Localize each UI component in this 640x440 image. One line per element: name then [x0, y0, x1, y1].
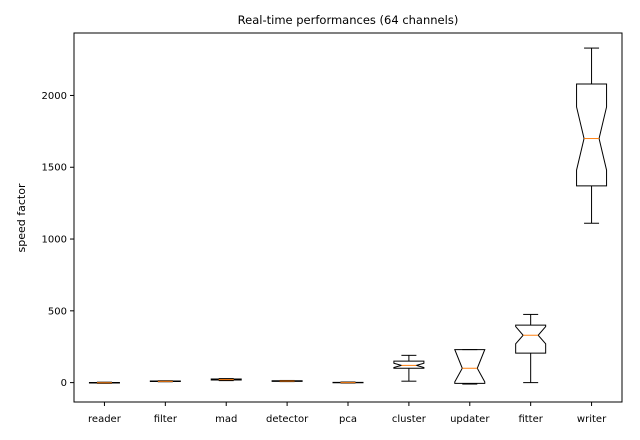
- x-tick-label: pca: [339, 414, 357, 425]
- x-tick-label: updater: [450, 414, 490, 425]
- x-tick-label: fitter: [518, 414, 543, 425]
- box-reader: [88, 381, 120, 384]
- y-tick-label: 1500: [42, 163, 67, 174]
- chart-title: Real-time performances (64 channels): [238, 13, 459, 27]
- y-axis-label: speed factor: [15, 183, 28, 252]
- x-tick-label: writer: [577, 414, 607, 425]
- box-fitter: [515, 324, 547, 354]
- x-tick-label: mad: [215, 414, 237, 425]
- y-tick-label: 500: [48, 306, 67, 317]
- plot-area: 0 500 1000 1500 2000 reader filter mad detector p…: [42, 47, 608, 425]
- box-mad: [210, 378, 242, 381]
- y-tick-label: 1000: [42, 235, 67, 246]
- x-tick-label: reader: [88, 414, 122, 425]
- y-tick-label: 2000: [42, 91, 67, 102]
- x-tick-label: detector: [266, 414, 309, 425]
- box-cluster: [393, 360, 425, 369]
- box-updater: [454, 349, 486, 384]
- y-tick-label: 0: [61, 378, 67, 389]
- x-tick-label: cluster: [392, 414, 427, 425]
- plot-frame: [73, 32, 623, 403]
- box-detector: [271, 380, 303, 382]
- x-tick-label: filter: [154, 414, 178, 425]
- box-writer: [576, 83, 608, 187]
